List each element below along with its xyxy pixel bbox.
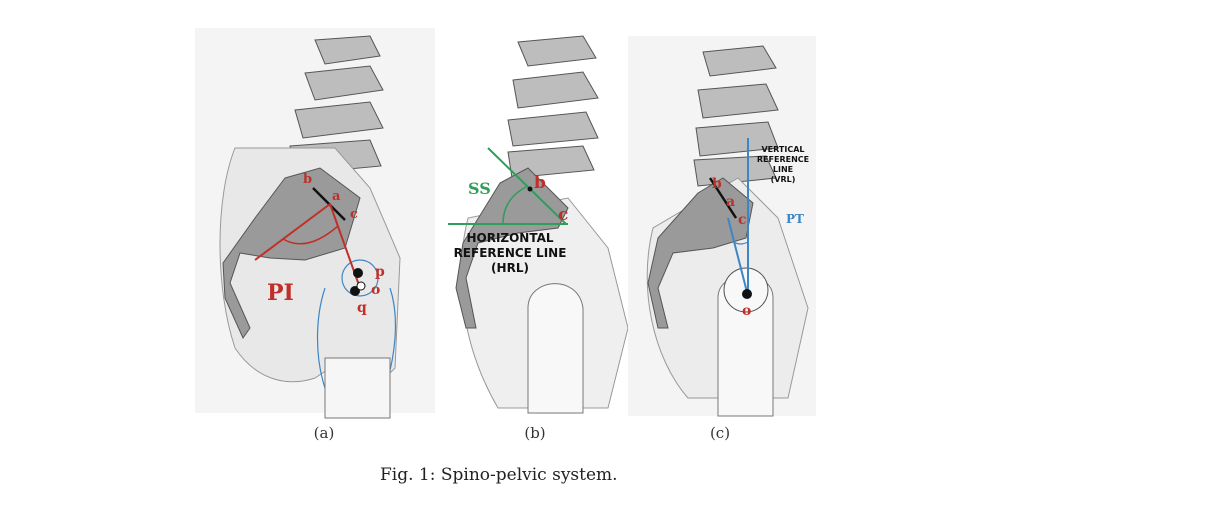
point-o-label: o <box>742 303 751 319</box>
hrl-label-line-2: REFERENCE LINE <box>454 246 567 260</box>
femur <box>527 283 584 414</box>
panel-a-illustration: b a c p o q PI <box>195 28 435 419</box>
point-c-label: c <box>738 212 747 228</box>
pt-angle-arc <box>733 241 749 245</box>
pi-angle-label: PI <box>267 280 294 306</box>
point-b-label: b <box>303 172 312 187</box>
lumbar-vertebrae <box>507 35 599 179</box>
pi-angle-arc <box>282 225 339 245</box>
vrl-label-line-2: REFERENCE <box>757 155 809 164</box>
point-p-label: p <box>375 264 385 280</box>
point-b-label: b <box>712 176 722 192</box>
pt-hip-axis-line <box>727 217 749 297</box>
point-b-label: b <box>534 173 546 193</box>
panel-a-sublabel: (a) <box>313 424 335 442</box>
point-a-label: a <box>332 189 341 204</box>
ss-angle-label: SS <box>468 179 491 198</box>
vrl-label-line-3: LINE <box>773 165 793 174</box>
point-a-label: a <box>726 194 735 210</box>
point-q-label: q <box>357 300 367 316</box>
hrl-label-line-1: HORIZONTAL <box>466 231 553 245</box>
point-c-label: c <box>558 205 568 225</box>
hip-center-marker <box>742 289 752 299</box>
panel-a: b a c p o q PI <box>195 28 435 419</box>
vrl-label-line-1: VERTICAL <box>761 145 804 154</box>
femur-shaft <box>324 357 391 419</box>
figure-caption: Fig. 1: Spino-pelvic system. <box>380 465 618 485</box>
sacrum <box>222 167 361 340</box>
panel-c: b a c o PT VERTICAL REFERENCE LINE (VRL) <box>628 28 868 418</box>
sacrum <box>455 167 569 329</box>
lumbar-vertebrae <box>693 45 779 187</box>
panel-c-sublabel: (c) <box>709 424 731 442</box>
panel-c-illustration: b a c o PT VERTICAL REFERENCE LINE (VRL) <box>628 36 816 417</box>
panel-b-sublabel: (b) <box>524 424 546 442</box>
pt-angle-label: PT <box>786 212 804 226</box>
vrl-label-line-4: (VRL) <box>771 175 796 184</box>
panel-b-illustration: b c SS HORIZONTAL REFERENCE LINE (HRL) <box>448 35 629 414</box>
panel-b: b c SS HORIZONTAL REFERENCE LINE (HRL) <box>418 28 658 418</box>
point-b-marker <box>527 186 533 192</box>
hip-marker-p <box>353 268 363 278</box>
point-o-label: o <box>371 282 380 298</box>
point-c-label: c <box>350 207 358 222</box>
hrl-label-line-3: (HRL) <box>491 261 529 275</box>
ss-angle-arc <box>502 185 529 225</box>
pi-perpendicular-line <box>254 203 331 261</box>
hip-marker-q <box>356 281 366 291</box>
sacral-endplate-line <box>708 177 738 219</box>
